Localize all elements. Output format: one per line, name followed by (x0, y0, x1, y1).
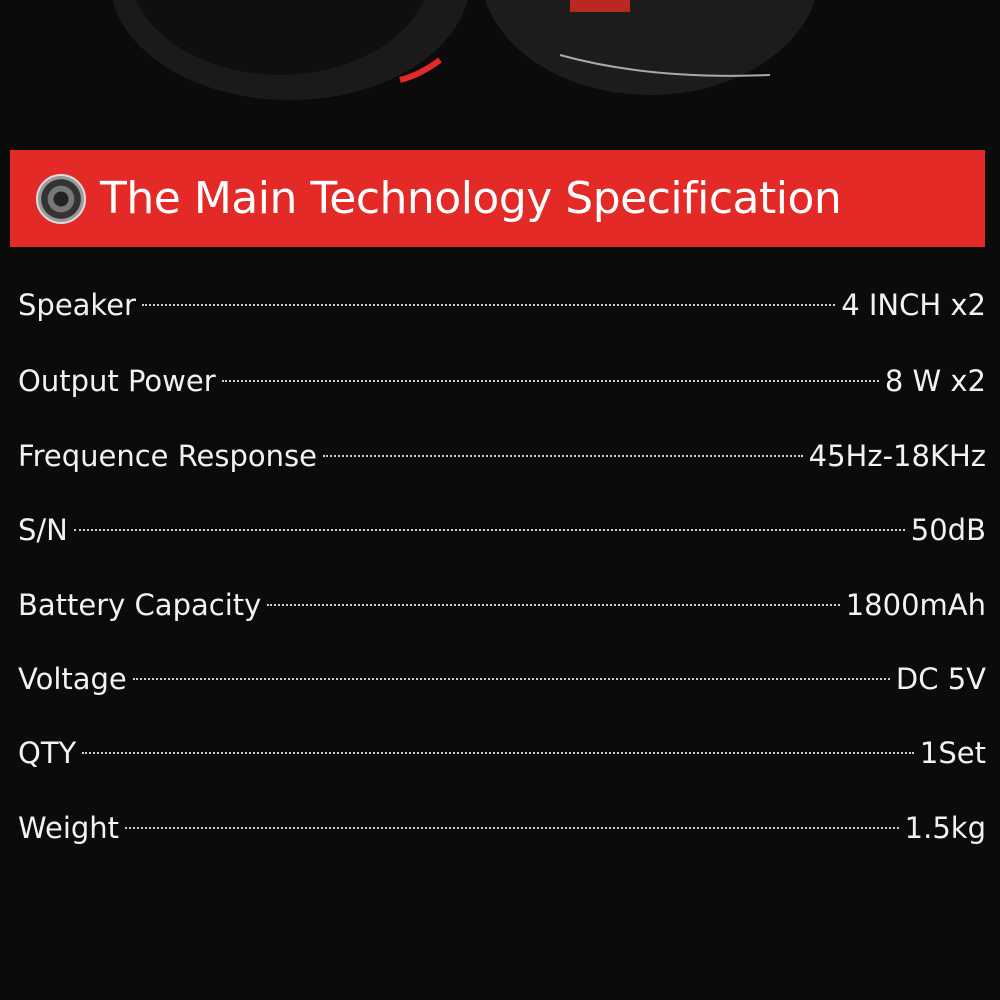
dotted-leader (267, 604, 840, 606)
spec-value: 4 INCH x2 (841, 288, 986, 322)
dotted-leader (73, 529, 905, 531)
spec-label: QTY (18, 736, 77, 770)
red-accent (399, 57, 442, 83)
spec-label: Speaker (18, 288, 136, 322)
dotted-leader (141, 304, 836, 306)
spec-row-battery: Battery Capacity 1800mAh (18, 585, 986, 625)
speaker-right (485, 0, 815, 95)
spec-row-weight: Weight 1.5kg (18, 808, 986, 848)
spec-label: Weight (18, 811, 120, 845)
spec-row-frequency-response: Frequence Response 45Hz-18KHz (18, 436, 986, 476)
spec-value: 1Set (919, 736, 986, 770)
spec-label: Frequence Response (18, 439, 317, 473)
dotted-leader (221, 380, 879, 382)
spec-label: Battery Capacity (18, 588, 262, 622)
spec-value: 45Hz-18KHz (808, 439, 986, 473)
spec-value: 50dB (910, 513, 986, 547)
banner-title: The Main Technology Specification (100, 173, 842, 224)
spec-value: 8 W x2 (884, 364, 986, 398)
spec-row-output-power: Output Power 8 W x2 (18, 361, 986, 401)
product-photo (112, 0, 815, 100)
spec-row-speaker: Speaker 4 INCH x2 (18, 285, 986, 325)
dotted-leader (323, 455, 803, 457)
spec-row-qty: QTY 1Set (18, 733, 986, 773)
spec-label: S/N (18, 513, 68, 547)
spec-value: 1.5kg (904, 811, 986, 845)
spec-value: DC 5V (895, 662, 986, 696)
dotted-leader (82, 752, 914, 754)
spec-row-sn: S/N 50dB (18, 510, 986, 550)
spec-label: Voltage (18, 662, 127, 696)
spec-value: 1800mAh (845, 588, 986, 622)
dotted-leader (132, 678, 890, 680)
spec-label: Output Power (18, 364, 216, 398)
spec-banner: The Main Technology Specification (10, 150, 985, 247)
spec-row-voltage: Voltage DC 5V (18, 659, 986, 699)
speaker-icon (36, 173, 86, 224)
dotted-leader (125, 827, 899, 829)
